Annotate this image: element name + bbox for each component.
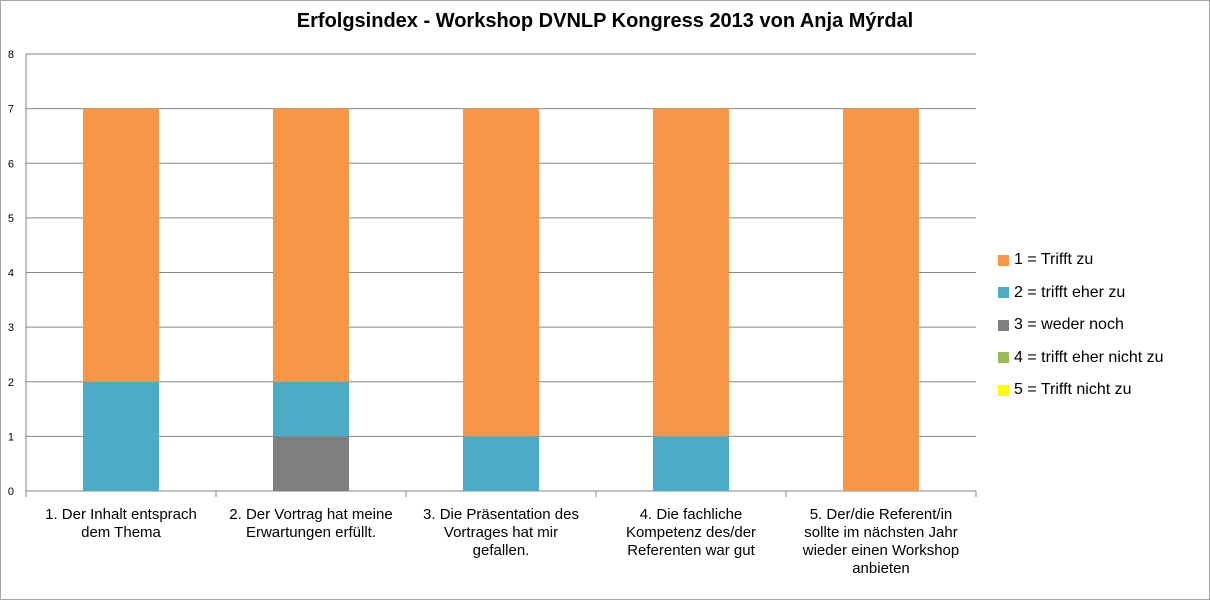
y-tick-label: 7: [8, 104, 14, 116]
y-tick-label: 4: [8, 268, 14, 280]
bar-segment: [83, 381, 159, 491]
x-category-label-line: Erwartungen erfüllt.: [245, 524, 377, 541]
x-category-label-line: Kompetenz des/der: [625, 524, 757, 541]
x-category-label-line: 5. Der/die Referent/in: [809, 506, 953, 523]
bar-segment: [653, 436, 729, 491]
x-category-label: 1. Der Inhalt entsprach dem Thema: [31, 506, 211, 542]
legend-item: 2 = trifft eher zu: [998, 277, 1164, 310]
bar-segment: [843, 108, 919, 491]
legend-label: 5 = Trifft nicht zu: [1014, 381, 1132, 399]
legend-label: 1 = Trifft zu: [1014, 251, 1094, 269]
legend-item: 4 = trifft eher nicht zu: [998, 342, 1164, 375]
x-category-label: 5. Der/die Referent/in sollte im nächsten…: [791, 506, 971, 578]
x-category-label-line: sollte im nächsten Jahr: [804, 524, 958, 541]
chart-title: Erfolgsindex - Workshop DVNLP Kongress 2…: [296, 10, 914, 32]
bar-segment: [463, 108, 539, 437]
y-tick-label: 8: [8, 49, 14, 61]
legend-swatch: [998, 384, 1009, 396]
x-category-label: 2. Der Vortrag hat meine Erwartungen erfü…: [221, 506, 401, 542]
x-category-label-line: 3. Die Präsentation des: [423, 506, 579, 523]
legend-swatch: [998, 352, 1009, 364]
x-category-label-line: Vortrages hat mir: [443, 524, 559, 541]
x-category-label-line: 4. Die fachliche: [639, 506, 743, 523]
y-tick-label: 5: [8, 213, 14, 225]
legend-label: 2 = trifft eher zu: [1014, 283, 1126, 301]
y-tick-label: 6: [8, 158, 14, 170]
bar-segment: [273, 381, 349, 437]
y-tick-label: 0: [8, 486, 14, 498]
bar-segment: [83, 108, 159, 382]
x-category-label-line: dem Thema: [81, 524, 161, 541]
bar-segment: [463, 436, 539, 491]
legend-label: 4 = trifft eher nicht zu: [1014, 348, 1164, 366]
bar-segment: [273, 436, 349, 491]
x-category-label-line: 1. Der Inhalt entsprach: [45, 506, 197, 523]
x-category-label-line: wieder einen Workshop: [802, 542, 960, 559]
bar-segment: [653, 108, 729, 437]
y-tick-label: 3: [8, 322, 14, 334]
legend: 1 = Trifft zu 2 = trifft eher zu 3 = weder…: [998, 244, 1164, 407]
x-category-label: 3. Die Präsentation des Vortrages hat mir…: [411, 506, 591, 560]
y-tick-label: 1: [8, 431, 14, 443]
legend-item: 1 = Trifft zu: [998, 244, 1164, 277]
y-tick-label: 2: [8, 377, 14, 389]
legend-label: 3 = weder noch: [1014, 316, 1124, 334]
legend-swatch: [998, 254, 1009, 266]
legend-item: 5 = Trifft nicht zu: [998, 374, 1164, 407]
x-category-label-line: gefallen.: [472, 542, 530, 559]
bar-segment: [273, 108, 349, 382]
legend-item: 3 = weder noch: [998, 309, 1164, 342]
x-category-label-line: anbieten: [852, 560, 910, 577]
x-category-label-line: Referenten war gut: [627, 542, 755, 559]
legend-swatch: [998, 319, 1009, 331]
x-category-label: 4. Die fachliche Kompetenz des/der Referen…: [601, 506, 781, 560]
x-category-label-line: 2. Der Vortrag hat meine: [229, 506, 393, 523]
legend-swatch: [998, 287, 1009, 299]
